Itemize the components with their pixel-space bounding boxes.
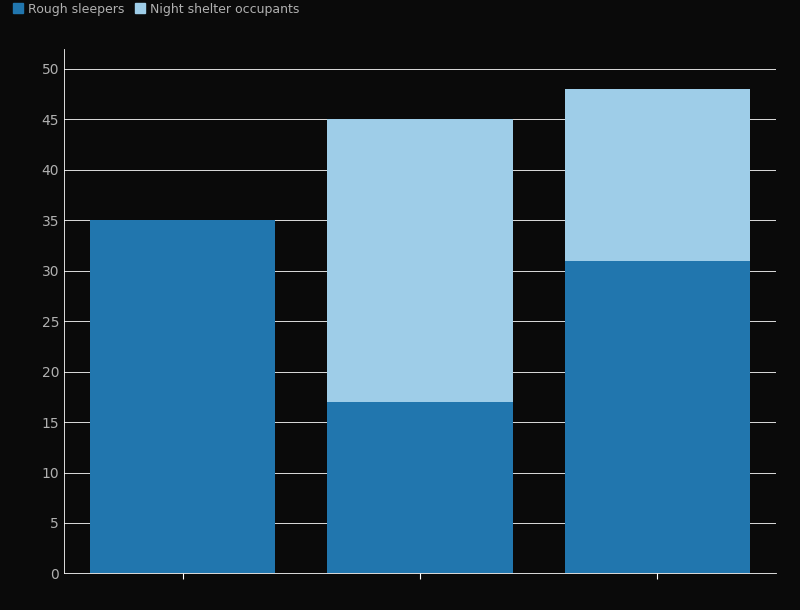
- Bar: [327, 120, 513, 402]
- Bar: [565, 89, 750, 260]
- Legend: Rough sleepers, Night shelter occupants: Rough sleepers, Night shelter occupants: [14, 2, 299, 16]
- Bar: [327, 402, 513, 573]
- Bar: [90, 220, 275, 573]
- Bar: [565, 260, 750, 573]
